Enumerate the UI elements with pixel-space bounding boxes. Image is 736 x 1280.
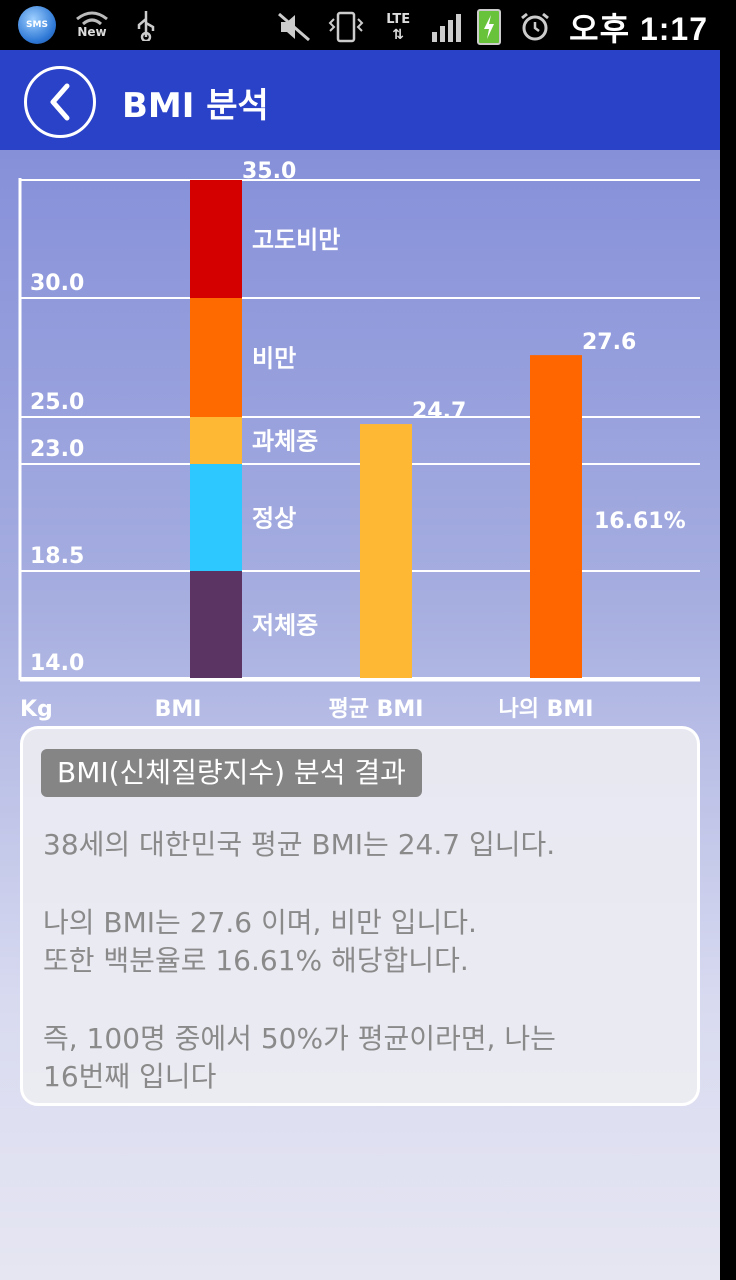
bmi-chart: 30.0 25.0 23.0 18.5 14.0 저체중 정상 과체중 비만 고도비만 35.0 24… xyxy=(18,159,700,722)
bmi-band-bar xyxy=(190,298,242,417)
back-button[interactable] xyxy=(24,66,96,138)
alarm-icon xyxy=(517,8,553,46)
app-header: BMI 분석 xyxy=(0,50,720,150)
bmi-band-label: 비만 xyxy=(252,345,296,373)
status-clock: 오후 1:17 xyxy=(569,11,708,47)
bmi-band-label: 고도비만 xyxy=(252,226,340,254)
mute-icon xyxy=(276,8,312,46)
result-rank-text-cont: 16번째 입니다 xyxy=(43,1060,217,1093)
battery-icon xyxy=(477,9,502,45)
value-bar-label: 24.7 xyxy=(412,399,466,424)
page-title: BMI 분석 xyxy=(122,86,269,126)
sms-icon: SMS xyxy=(18,6,56,44)
sms-icon-label: SMS xyxy=(26,20,48,30)
signal-icon xyxy=(432,12,462,42)
y-tick-label: 25.0 xyxy=(30,390,84,415)
category-label: 평균 BMI xyxy=(329,697,424,722)
category-label: BMI xyxy=(155,697,202,722)
status-bar: SMS New LTE ⇅ 오후 1:17 xyxy=(0,0,736,50)
lte-icon: LTE ⇅ xyxy=(386,11,411,43)
bmi-band-bar xyxy=(190,464,242,571)
wifi-icon: New xyxy=(74,6,110,44)
y-tick-label: 18.5 xyxy=(30,544,84,569)
result-card: BMI(신체질량지수) 분석 결과 38세의 대한민국 평균 BMI는 24.7… xyxy=(20,726,700,1106)
bmi-band-bar xyxy=(190,571,242,678)
chevron-left-icon xyxy=(50,83,70,121)
result-rank-text: 즉, 100명 중에서 50%가 평균이라면, 나는 xyxy=(43,1022,556,1055)
y-tick-label: 23.0 xyxy=(30,437,84,462)
y-tick-label: 30.0 xyxy=(30,271,84,296)
value-bar xyxy=(360,424,412,678)
bmi-band-bar xyxy=(190,180,242,298)
result-percent-text: 또한 백분율로 16.61% 해당합니다. xyxy=(43,944,469,977)
bmi-band-label: 정상 xyxy=(252,505,296,533)
wifi-label: New xyxy=(77,25,107,39)
value-bar-label: 27.6 xyxy=(582,330,636,355)
vibrate-icon xyxy=(328,8,364,46)
y-tick-label: 14.0 xyxy=(30,651,84,676)
usb-icon xyxy=(128,6,164,44)
bmi-band-bar xyxy=(190,417,242,464)
x-axis-unit-label: Kg xyxy=(20,697,53,722)
result-title: BMI(신체질량지수) 분석 결과 xyxy=(41,749,422,797)
bmi-max-label: 35.0 xyxy=(242,159,296,184)
category-label: 나의 BMI xyxy=(499,697,594,722)
lte-label: LTE xyxy=(386,11,411,27)
value-bar xyxy=(530,355,582,678)
bmi-band-label: 저체중 xyxy=(252,612,318,640)
bmi-band-label: 과체중 xyxy=(252,428,318,456)
result-average-text: 38세의 대한민국 평균 BMI는 24.7 입니다. xyxy=(43,828,556,861)
percent-label: 16.61% xyxy=(594,509,686,534)
screen-edge xyxy=(720,50,736,1280)
result-my-bmi-text: 나의 BMI는 27.6 이며, 비만 입니다. xyxy=(43,906,477,939)
